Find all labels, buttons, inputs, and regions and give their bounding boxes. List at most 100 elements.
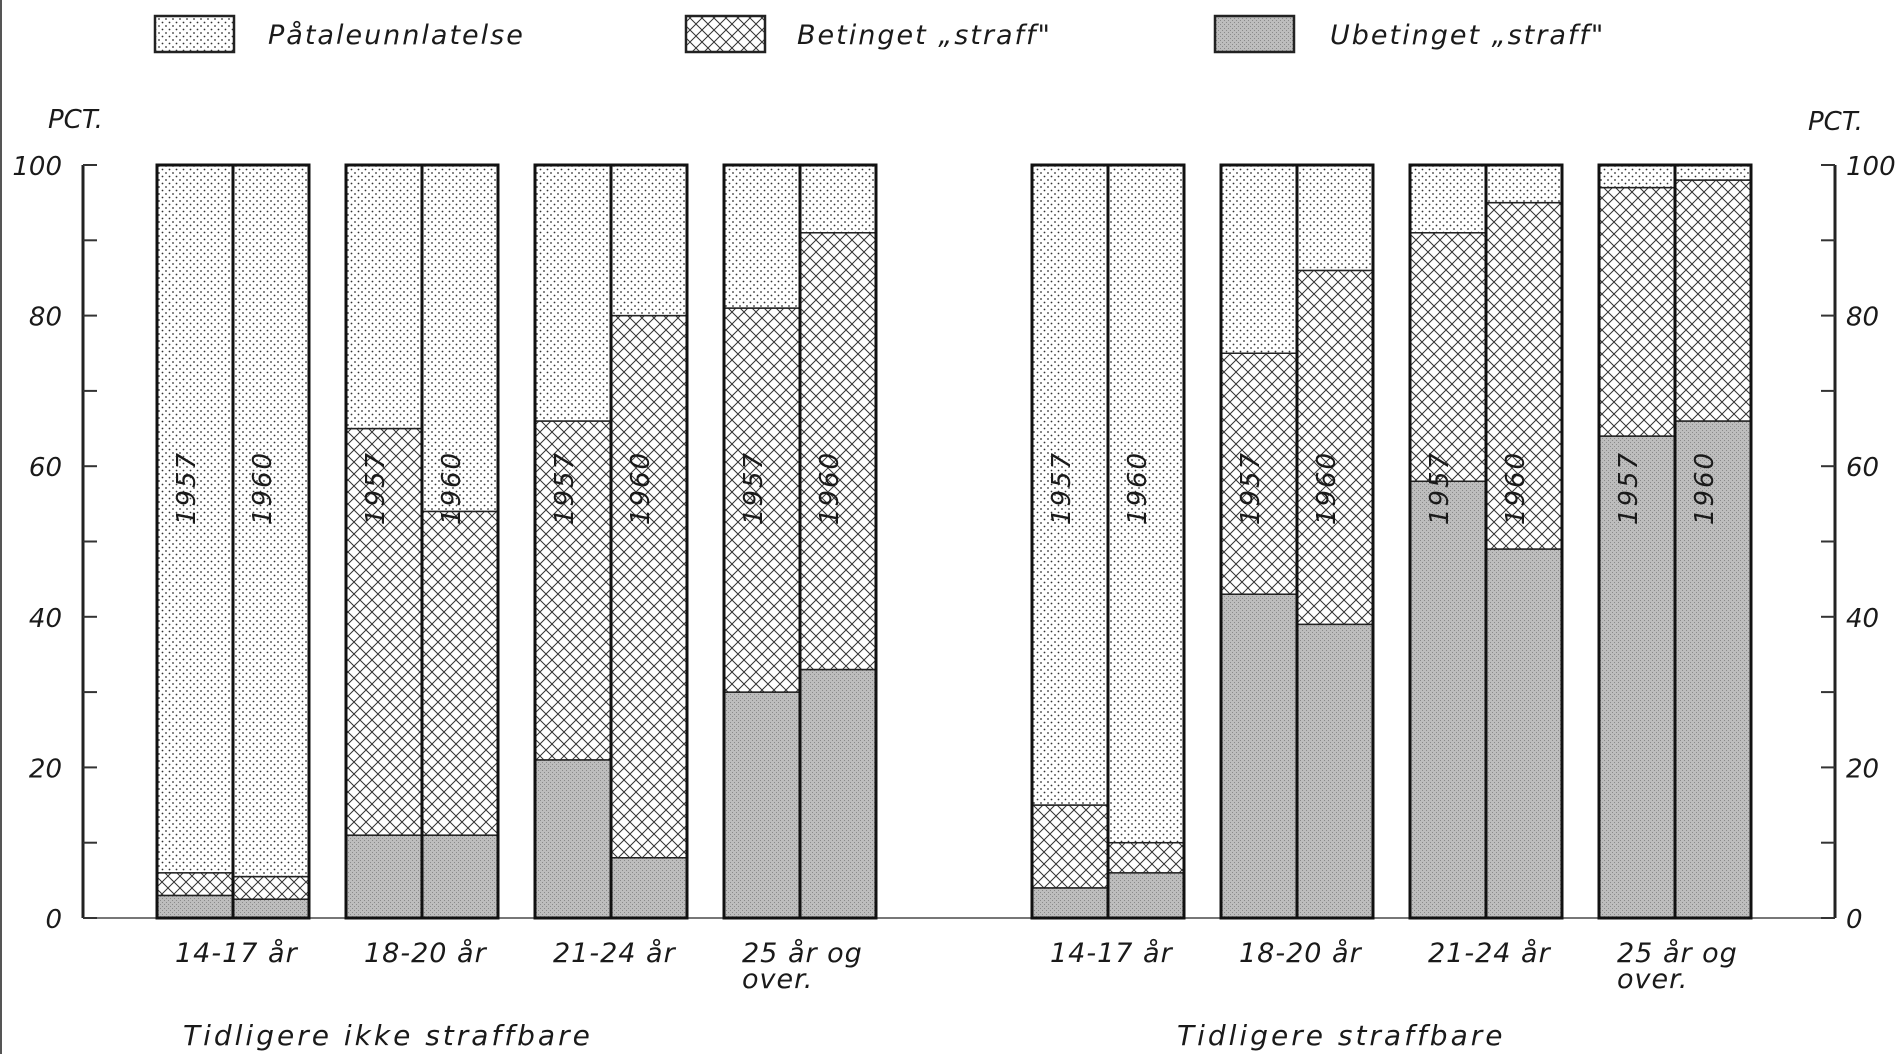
bar-segment-pataleunnlatelse [1220,164,1298,354]
bar-segment-pataleunnlatelse [723,164,801,309]
bar-year-label: 1960 [1501,451,1531,525]
bar-segment-ubetinget [1296,623,1374,919]
bar-segment-pataleunnlatelse [1485,164,1563,204]
bar-year-label: 1957 [172,451,202,525]
bar-outline [798,163,878,920]
bar-year-label: 1960 [248,451,278,525]
bar-segment-betinget [156,872,234,897]
bar-segment-ubetinget [1485,548,1563,919]
category-labels: 14-17 år 18-20 år 21-24 år 25 år ogover.Tid… [175,938,1737,1052]
bar-segment-pataleunnlatelse [534,164,612,422]
bar-segment-ubetinget [723,691,801,919]
bar-segment-pataleunnlatelse [1409,164,1487,234]
bar-outline [1106,163,1186,920]
legend-swatch-ubetinget [1213,14,1296,54]
bar-segment-pataleunnlatelse [1031,164,1109,806]
bar-segment-pataleunnlatelse [345,164,423,430]
y-tick-label-left: 40 [29,604,62,634]
category-label: 21-24 år [553,938,677,969]
bars: 1957 1960 1957 1960 1957 1960 1957 1960 1957 1960… [155,163,1753,920]
category-label: 14-17 år [1050,938,1174,969]
bar-year-label: 1957 [550,451,580,525]
bar-segment-ubetinget [1409,480,1487,919]
y-tick-label-left: 100 [12,152,62,182]
y-tick-label-left: 60 [29,453,62,483]
legend-swatch-pataleunnlatelse [153,14,236,54]
bar-year-label: 1957 [739,451,769,525]
y-tick-label-right: 80 [1846,303,1879,333]
bar-segment-pataleunnlatelse [232,164,310,878]
bar-segment-ubetinget [1107,872,1185,919]
bar-segment-ubetinget [345,834,423,919]
legend-label-betinget: Betinget „straff" [797,20,1052,51]
y-tick-label-left: 0 [45,905,62,935]
bar-segment-ubetinget [1031,887,1109,919]
category-label: 14-17 år [175,938,299,969]
bar-segment-betinget [723,307,801,693]
bar-segment-betinget [1220,352,1298,595]
y-tick-label-right: 40 [1846,604,1879,634]
bar-segment-betinget [1409,232,1487,483]
bar-segment-ubetinget [1220,593,1298,919]
bar-segment-ubetinget [799,668,877,919]
bar-segment-pataleunnlatelse [421,164,499,513]
bar-segment-ubetinget [610,857,688,919]
bar-year-label: 1960 [1690,451,1720,525]
bar-year-label: 1960 [1312,451,1342,525]
panel-title: Tidligere straffbare [1177,1019,1505,1052]
bar-year-label: 1957 [1614,451,1644,525]
bar-year-label: 1957 [1047,451,1077,525]
bar-segment-betinget [1296,269,1374,626]
bar-segment-betinget [1485,201,1563,550]
category-label: over. [742,964,813,995]
y-tick-label-left: 80 [29,303,62,333]
bar-segment-pataleunnlatelse [1296,164,1374,272]
bar-outline [1295,163,1375,920]
bar-outline [420,163,500,920]
bar-year-label: 1960 [437,451,467,525]
bar-year-label: 1960 [1123,451,1153,525]
category-label: over. [1617,964,1688,995]
category-label: 18-20 år [1239,938,1363,969]
y-tick-label-right: 100 [1846,152,1896,182]
bar-segment-pataleunnlatelse [1674,164,1752,181]
bar-segment-betinget [610,314,688,859]
bar-segment-ubetinget [421,834,499,919]
bar-year-label: 1960 [626,451,656,525]
bar-segment-betinget [1674,179,1752,422]
bar-outline [1484,163,1564,920]
bar-segment-betinget [421,510,499,836]
y-tick-label-left: 20 [29,754,62,784]
bar-outline [1673,163,1753,920]
y-tick-label-right: 60 [1846,453,1879,483]
y-axis-unit-right: PCT. [1808,107,1863,137]
bar-segment-betinget [232,875,310,900]
bar-segment-pataleunnlatelse [1107,164,1185,844]
legend: Påtaleunnlatelse Betinget „straff" Ubeting… [153,14,1605,54]
legend-label-ubetinget: Ubetinget „straff" [1330,20,1605,51]
bar-year-label: 1957 [1425,451,1455,525]
category-label: 18-20 år [364,938,488,969]
category-label: 21-24 år [1428,938,1552,969]
category-label: 25 år og [742,938,863,969]
y-tick-label-right: 0 [1846,905,1863,935]
bar-year-label: 1960 [815,451,845,525]
bar-outline [609,163,689,920]
bar-segment-pataleunnlatelse [1598,164,1676,189]
y-tick-label-right: 20 [1846,754,1879,784]
bar-segment-ubetinget [232,898,310,919]
bar-outline [231,163,311,920]
bar-segment-betinget [534,420,612,761]
bar-segment-betinget [1598,186,1676,437]
bar-segment-betinget [345,427,423,836]
bar-segment-betinget [1107,841,1185,874]
legend-swatch-betinget [684,14,767,54]
bar-segment-pataleunnlatelse [610,164,688,317]
bar-segment-ubetinget [156,894,234,919]
bar-segment-pataleunnlatelse [799,164,877,234]
legend-label-pataleunnlatelse: Påtaleunnlatelse [268,20,525,51]
bar-segment-betinget [1031,804,1109,889]
bar-year-label: 1957 [361,451,391,525]
